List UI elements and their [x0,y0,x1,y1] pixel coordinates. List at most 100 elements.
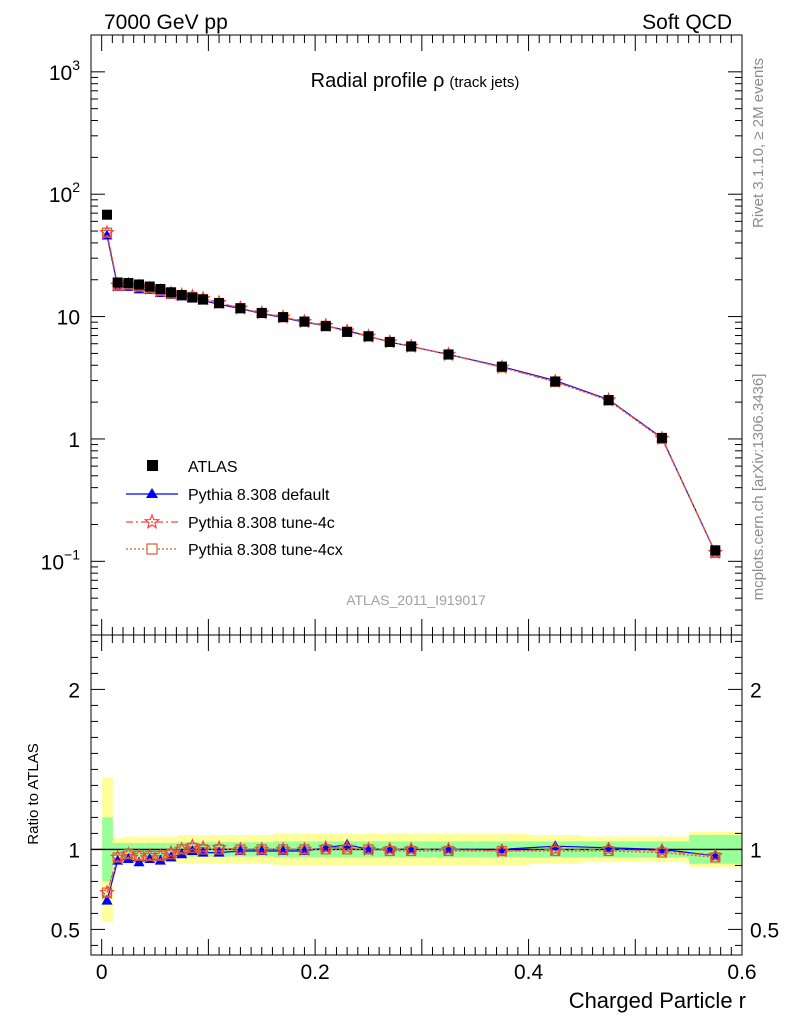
main-point-s0 [299,316,310,327]
main-point-s0 [550,376,561,387]
main-point-s0 [603,395,614,406]
main-point-s0 [278,312,289,323]
ratio-point-s3 [277,844,289,855]
ratio-point-s3 [144,850,155,861]
x-tick-label: 0.2 [301,961,330,984]
main-point-s0 [320,321,331,332]
main-point-s0 [342,326,353,337]
main-point-s0 [656,432,667,443]
main-title-symbol: ρ [433,70,444,92]
ratio-panel-series [99,838,724,905]
ratio-y-tick-label-right: 2 [750,679,762,702]
ratio-point-s3 [342,844,353,855]
ratio-point-s3 [176,844,187,855]
ratio-panel-axes: 0.5 0.5 1 1 2 2 0 0.2 0.4 0.6 [51,634,779,984]
ratio-point-s1 [176,848,188,859]
ratio-point-s3 [197,844,209,855]
main-series-line-1 [106,235,716,553]
legend-tune4cx-marker [126,543,178,555]
main-series-line-3 [106,232,716,554]
main-point-s0 [363,331,374,342]
ratio-y-tick-label: 1 [68,839,80,862]
ratio-point-s3 [656,847,668,858]
ratio-point-s1 [101,894,113,905]
main-point-s0 [155,284,166,295]
ratio-point-s3 [256,844,267,855]
legend-tune4cx-label: Pythia 8.308 tune-4cx [188,542,343,559]
main-point-s0 [198,294,209,305]
main-point-s0 [176,290,187,301]
ratio-point-s1 [122,853,134,863]
ratio-point-s3 [320,844,331,855]
x-tick-label: 0.4 [514,961,544,984]
ratio-point-s3 [165,849,177,860]
ratio-point-s3 [187,842,198,853]
ratio-series-line-2 [106,845,716,893]
main-y-tick-label: 1 [68,429,80,452]
main-point-s0 [112,277,123,288]
ratio-point-s1 [133,856,145,867]
rivet-version-label: Rivet 3.1.10, ≥ 2M events [750,58,767,228]
main-y-tick-label: 103 [49,57,80,85]
main-y-tick-label: 10 [57,307,80,330]
ratio-point-s3 [112,852,123,863]
mcplots-label: mcplots.cern.ch [arXiv:1306.3436] [750,374,767,601]
ratio-point-s3 [101,887,113,898]
main-point-s0 [102,209,113,220]
ratio-point-s3 [603,845,614,857]
ratio-point-s3 [710,852,721,863]
legend: ATLAS Pythia 8.308 default Pythia 8.308 … [126,459,343,559]
main-point-s0 [214,298,225,309]
ratio-point-s3 [133,850,145,861]
main-point-s0 [134,279,145,290]
x-tick-label: 0.6 [727,961,756,984]
ratio-point-s3 [213,844,225,855]
legend-default-marker [126,488,178,498]
main-point-s0 [123,278,134,289]
legend-atlas-marker [147,460,158,471]
analysis-tag: ATLAS_2011_I919017 [346,592,486,608]
main-title-text: Radial profile [311,70,433,92]
main-point-s0 [144,281,155,292]
main-point-s0 [235,303,246,314]
ratio-point-s3 [155,850,166,861]
ratio-point-s3 [299,844,310,855]
x-tick-label: 0 [96,961,108,984]
ratio-y-tick-label-right: 0.5 [750,919,779,942]
ratio-point-s3 [384,845,395,857]
main-point-s0 [406,341,417,352]
ratio-y-tick-label: 2 [68,679,80,702]
ratio-point-s1 [154,854,166,865]
ratio-y-axis-title: Ratio to ATLAS [25,743,42,844]
main-y-tick-label: 102 [49,179,80,207]
ratio-point-s3 [123,849,134,860]
x-axis-title: Charged Particle r [569,988,746,1013]
legend-default-label: Pythia 8.308 default [188,487,330,504]
legend-atlas-label: ATLAS [188,459,238,476]
header-energy-label: 7000 GeV pp [104,11,228,34]
main-panel-series [99,209,724,560]
main-y-tick-label: 10−1 [41,546,81,574]
ratio-y-tick-label-right: 1 [750,839,762,862]
main-point-s0 [710,545,721,556]
ratio-point-s3 [406,845,417,857]
main-series-line-2 [106,232,716,553]
main-point-s3 [101,227,113,238]
ratio-panel-frame [90,634,743,956]
ratio-point-s3 [550,845,561,857]
main-point-s0 [256,307,267,318]
ratio-point-s3 [496,845,507,857]
legend-tune4c-label: Pythia 8.308 tune-4c [188,515,335,532]
legend-tune4c-marker [126,513,178,530]
header-process-label: Soft QCD [642,11,732,34]
main-title-sub: (track jets) [449,74,519,91]
main-point-s0 [443,349,454,360]
ratio-point-s1 [496,843,508,854]
main-point-s0 [166,287,177,298]
ratio-series-line-3 [106,847,716,893]
ratio-y-tick-label: 0.5 [51,919,80,942]
ratio-point-s3 [363,844,374,855]
main-point-s0 [187,292,198,303]
